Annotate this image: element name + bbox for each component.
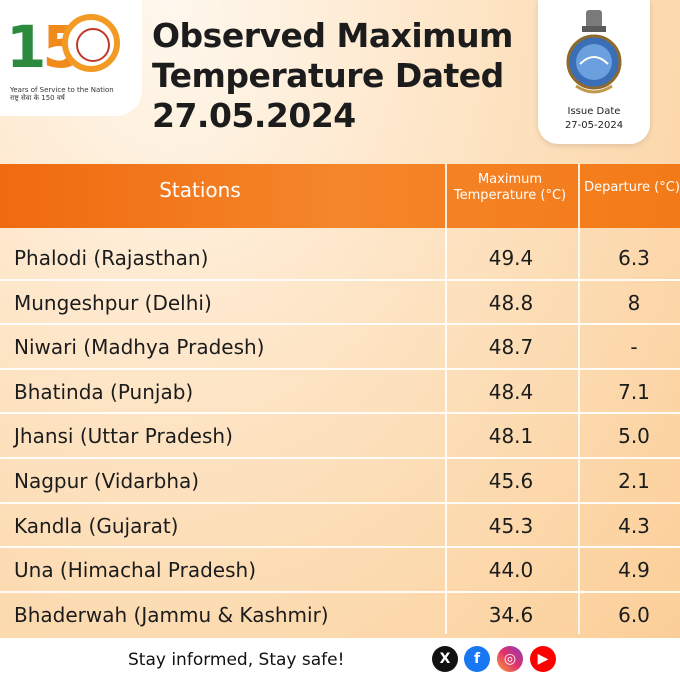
- max-temp-value: 45.6: [488, 468, 534, 493]
- table-row: Mungeshpur (Delhi) 48.8 8: [0, 281, 680, 326]
- row-divider: [0, 546, 680, 549]
- column-divider: [445, 164, 447, 634]
- header-stations: Stations: [159, 178, 241, 202]
- row-divider: [0, 456, 680, 459]
- station-name: Jhansi (Uttar Pradesh): [14, 424, 233, 449]
- table-header: Stations Maximum Temperature (°C) Depart…: [0, 164, 680, 228]
- max-temp-value: 48.7: [488, 335, 534, 360]
- table-row: Bhatinda (Punjab) 48.4 7.1: [0, 370, 680, 415]
- header-departure: Departure (°C): [584, 180, 680, 195]
- departure-value: 2.1: [618, 468, 650, 493]
- temperature-table: Phalodi (Rajasthan) 49.4 6.3 Mungeshpur …: [0, 236, 680, 637]
- departure-value: 7.1: [618, 379, 650, 404]
- station-name: Nagpur (Vidarbha): [14, 468, 200, 493]
- max-temp-value: 48.4: [488, 379, 534, 404]
- column-divider: [578, 164, 580, 634]
- departure-value: 6.0: [618, 602, 650, 627]
- table-row: Phalodi (Rajasthan) 49.4 6.3: [0, 236, 680, 281]
- departure-value: 4.9: [618, 558, 650, 583]
- table-row: Una (Himachal Pradesh) 44.0 4.9: [0, 548, 680, 593]
- table-row: Niwari (Madhya Pradesh) 48.7 -: [0, 325, 680, 370]
- row-divider: [0, 323, 680, 326]
- footer: Stay informed, Stay safe! X f ◎ ▶: [0, 638, 680, 680]
- row-divider: [0, 501, 680, 504]
- logo-ring: [62, 14, 120, 72]
- max-temp-value: 48.1: [488, 424, 534, 449]
- table-row: Jhansi (Uttar Pradesh) 48.1 5.0: [0, 414, 680, 459]
- row-divider: [0, 278, 680, 281]
- page-title: Observed Maximum Temperature Dated 27.05…: [152, 16, 513, 135]
- max-temp-value: 34.6: [488, 602, 534, 627]
- footer-message: Stay informed, Stay safe!: [128, 650, 345, 670]
- youtube-icon[interactable]: ▶: [530, 646, 556, 672]
- logo-tagline: Years of Service to the Nation राष्ट्र स…: [10, 86, 130, 102]
- departure-value: -: [630, 335, 638, 360]
- table-row: Kandla (Gujarat) 45.3 4.3: [0, 504, 680, 549]
- station-name: Bhaderwah (Jammu & Kashmir): [14, 602, 329, 627]
- station-name: Una (Himachal Pradesh): [14, 558, 256, 583]
- station-name: Phalodi (Rajasthan): [14, 246, 209, 270]
- header-max-temp: Maximum Temperature (°C): [453, 172, 567, 203]
- table-row: Nagpur (Vidarbha) 45.6 2.1: [0, 459, 680, 504]
- max-temp-value: 44.0: [488, 558, 534, 583]
- logo-tagline-english: Years of Service to the Nation: [10, 86, 114, 94]
- issue-date-label: Issue Date: [567, 106, 621, 117]
- departure-value: 8: [627, 290, 641, 315]
- imd-emblem-icon: [566, 10, 622, 94]
- row-divider: [0, 412, 680, 415]
- station-name: Niwari (Madhya Pradesh): [14, 335, 265, 360]
- table-row: Bhaderwah (Jammu & Kashmir) 34.6 6.0: [0, 593, 680, 638]
- row-divider: [0, 590, 680, 593]
- max-temp-value: 45.3: [488, 513, 534, 538]
- row-divider: [0, 367, 680, 370]
- imd-150-logo: 15 Years of Service to the Nation राष्ट्…: [0, 0, 142, 116]
- station-name: Bhatinda (Punjab): [14, 379, 194, 404]
- issue-date-value: 27-05-2024: [564, 120, 624, 131]
- station-name: Mungeshpur (Delhi): [14, 290, 212, 315]
- station-name: Kandla (Gujarat): [14, 513, 179, 538]
- departure-value: 4.3: [618, 513, 650, 538]
- issue-date-card: Issue Date 27-05-2024: [538, 0, 650, 144]
- departure-value: 5.0: [618, 424, 650, 449]
- x-icon[interactable]: X: [432, 646, 458, 672]
- max-temp-value: 49.4: [488, 246, 534, 270]
- logo-tagline-hindi: राष्ट्र सेवा के 150 वर्ष: [10, 94, 65, 103]
- max-temp-value: 48.8: [488, 290, 534, 315]
- facebook-icon[interactable]: f: [464, 646, 490, 672]
- instagram-icon[interactable]: ◎: [497, 646, 523, 672]
- departure-value: 6.3: [618, 246, 650, 270]
